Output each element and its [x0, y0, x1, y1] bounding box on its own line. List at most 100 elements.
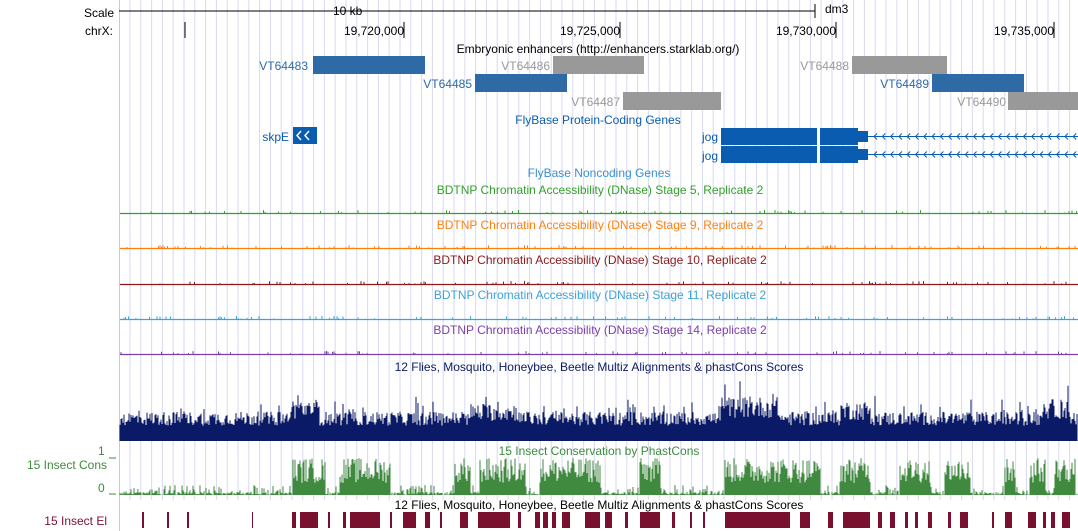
conserved-element — [292, 512, 296, 528]
conserved-element — [640, 512, 660, 528]
conserved-element — [328, 512, 330, 528]
enhancer-label[interactable]: VT64485 — [423, 77, 472, 91]
dnase-stage9-title: BDTNP Chromatin Accessibility (DNase) St… — [436, 218, 764, 232]
conserved-element — [828, 512, 833, 528]
conserved-element — [167, 512, 169, 528]
conserved-element — [905, 512, 908, 528]
conserved-element — [690, 512, 692, 528]
ruler-tick-label: 19,720,000 — [343, 24, 404, 38]
dnase-stage10-title: BDTNP Chromatin Accessibility (DNase) St… — [433, 253, 767, 267]
enhancers-track-title: Embryonic enhancers (http://enhancers.st… — [456, 42, 740, 56]
conserved-element — [535, 512, 540, 528]
conserved-element — [252, 512, 253, 528]
conserved-element — [1051, 512, 1055, 528]
dnase-signal-peaks — [159, 281, 1067, 284]
conserved-element — [672, 512, 675, 528]
enhancer-label[interactable]: VT64488 — [800, 59, 849, 73]
conserved-element — [843, 512, 870, 528]
enhancer-feature[interactable] — [623, 92, 721, 110]
ruler-tick-label: 19,725,000 — [559, 24, 620, 38]
strand-arrow-icon — [295, 130, 310, 141]
conserved-element — [562, 512, 570, 528]
gene-label-skpe[interactable]: skpE — [262, 130, 289, 144]
conserved-element — [1028, 512, 1036, 528]
conserved-element — [625, 512, 628, 528]
ruler-tick-label: 19,735,000 — [993, 24, 1054, 38]
dnase-signal-peaks — [126, 245, 1076, 248]
conserved-element — [890, 512, 895, 528]
conserved-element — [142, 512, 144, 528]
conserved-element — [1062, 512, 1070, 528]
conserved-element — [605, 512, 612, 528]
enhancer-box — [553, 56, 644, 74]
conserved-element — [300, 512, 318, 528]
scale-label: Scale — [84, 6, 115, 20]
elements-side-label[interactable]: 15 Insect El — [44, 514, 107, 528]
gene-jog-exon — [820, 146, 858, 163]
dnase-stage5-title: BDTNP Chromatin Accessibility (DNase) St… — [436, 183, 764, 197]
enhancer-label[interactable]: VT64490 — [957, 95, 1006, 109]
conserved-element — [878, 512, 882, 528]
noncoding-genes-track-title: FlyBase Noncoding Genes — [527, 166, 671, 180]
conserved-element — [187, 512, 189, 528]
phastcons-ymin-label: 0 — [98, 481, 105, 495]
conserved-element — [703, 512, 705, 528]
multiz-signal — [119, 381, 1078, 441]
elements-track-title: 12 Flies, Mosquito, Honeybee, Beetle Mul… — [394, 498, 804, 512]
gene-label-jog[interactable]: jog — [701, 130, 718, 144]
gene-jog-utr — [858, 149, 868, 160]
conserved-element — [343, 512, 346, 528]
gene-jog-exon — [721, 146, 817, 163]
conserved-element — [478, 512, 510, 528]
enhancer-label[interactable]: VT64487 — [571, 95, 620, 109]
enhancer-label[interactable]: VT64483 — [259, 59, 308, 73]
enhancer-feature[interactable] — [475, 74, 567, 92]
enhancer-label[interactable]: VT64489 — [880, 77, 929, 91]
enhancer-feature[interactable] — [1008, 92, 1078, 110]
enhancer-feature[interactable] — [313, 56, 425, 74]
conserved-element — [1005, 512, 1012, 528]
conserved-element — [1043, 512, 1046, 528]
dnase-signal-peaks — [123, 316, 1074, 319]
conserved-element — [992, 512, 994, 528]
dnase-signal-peaks — [150, 210, 1077, 213]
conserved-element — [725, 512, 790, 528]
conserved-element — [460, 512, 468, 528]
conserved-element — [915, 512, 918, 528]
phastcons-side-label[interactable]: 15 Insect Cons — [26, 458, 107, 472]
enhancer-box — [313, 56, 425, 74]
conserved-element — [543, 512, 548, 528]
conserved-element — [350, 512, 380, 528]
conserved-element — [585, 512, 600, 528]
gene-jog-utr — [858, 131, 868, 142]
enhancer-box — [932, 74, 1024, 92]
chrom-label: chrX: — [85, 24, 114, 38]
enhancer-feature[interactable] — [553, 56, 644, 74]
gene-jog-exon — [820, 128, 858, 145]
conserved-element — [928, 512, 932, 528]
dnase-signal-peaks — [120, 351, 1067, 354]
conserved-element — [518, 512, 521, 528]
enhancer-feature[interactable] — [852, 56, 947, 74]
enhancer-box — [1008, 92, 1078, 110]
conserved-element — [948, 512, 951, 528]
phastcons-track-title: 15 Insect Conservation by PhastCons — [498, 444, 700, 458]
strand-arrow-icon — [873, 151, 1077, 158]
enhancer-box — [475, 74, 567, 92]
enhancer-box — [852, 56, 947, 74]
conserved-element — [390, 512, 392, 528]
scale-bar-label: 10 kb — [333, 4, 363, 18]
strand-arrow-icon — [873, 133, 1077, 140]
phastcons-signal — [119, 458, 1078, 495]
gene-jog-exon — [721, 128, 817, 145]
dnase-stage11-title: BDTNP Chromatin Accessibility (DNase) St… — [433, 288, 767, 302]
conserved-element — [552, 512, 556, 528]
conserved-element — [800, 512, 810, 528]
conserved-element — [403, 512, 416, 528]
gene-label-jog[interactable]: jog — [701, 149, 718, 163]
enhancer-label[interactable]: VT64486 — [501, 59, 550, 73]
multiz-track-title: 12 Flies, Mosquito, Honeybee, Beetle Mul… — [394, 360, 804, 374]
enhancer-feature[interactable] — [932, 74, 1024, 92]
